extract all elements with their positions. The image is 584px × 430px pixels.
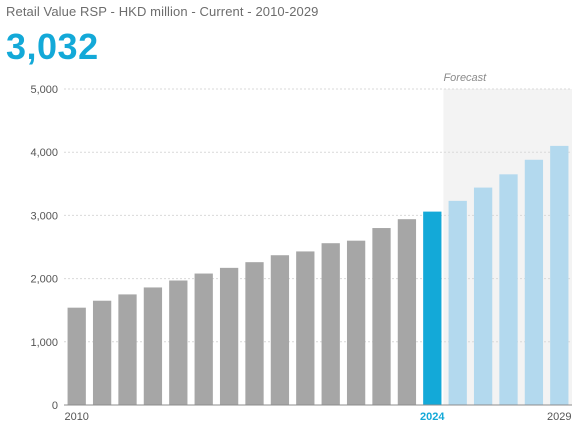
y-tick-label: 1,000 (30, 337, 58, 349)
y-tick-label: 5,000 (30, 84, 58, 96)
headline-value: 3,032 (6, 26, 99, 67)
chart-title: Retail Value RSP - HKD million - Current… (6, 4, 319, 19)
y-tick-label: 4,000 (30, 147, 58, 159)
y-axis: 0 1,000 2,000 3,000 4,000 5,000 (30, 84, 58, 412)
y-tick-label: 3,000 (30, 210, 58, 222)
bar-2012 (118, 294, 137, 405)
x-tick-label-2024: 2024 (420, 411, 445, 423)
bar-2020 (321, 243, 340, 405)
bar-2017 (245, 262, 264, 405)
bar-2027 (499, 174, 518, 405)
bar-2015 (194, 273, 213, 405)
bar-2011 (92, 300, 112, 405)
bar-2024 (423, 211, 442, 405)
bar-2029 (550, 145, 569, 405)
y-tick-label: 2,000 (30, 274, 58, 286)
bar-2021 (346, 240, 366, 405)
bar-2010 (67, 307, 86, 405)
bar-2025 (448, 200, 467, 405)
bars (67, 145, 569, 405)
bar-2026 (473, 187, 493, 405)
forecast-label: Forecast (443, 72, 487, 84)
x-tick-label-2029: 2029 (547, 411, 571, 423)
bar-2028 (524, 159, 544, 405)
bar-2014 (169, 280, 188, 405)
bar-2019 (296, 251, 315, 405)
x-axis: 2010 2024 2029 (64, 411, 571, 423)
bar-2022 (372, 228, 391, 405)
bar-2023 (397, 219, 417, 405)
bar-2013 (143, 287, 163, 405)
bar-2016 (219, 267, 239, 405)
bar-2018 (270, 255, 290, 405)
y-tick-label: 0 (52, 400, 58, 412)
x-tick-label-2010: 2010 (64, 411, 88, 423)
